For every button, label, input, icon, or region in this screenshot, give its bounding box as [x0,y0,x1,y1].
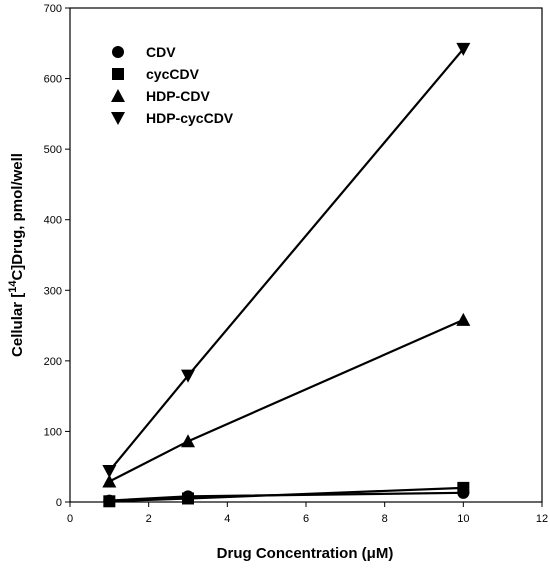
data-point-hdp-cdv [102,474,117,488]
legend-marker-hdp-cdv [111,89,125,102]
y-tick-label: 400 [44,215,62,227]
legend: CDV cycCDV HDP-CDV HDP-cycCDV [111,44,234,126]
y-tick-label: 500 [44,144,62,156]
legend-label-cyccdv: cycCDV [146,66,200,82]
series-hdp-cdv [102,312,471,488]
data-point-cyccdv [182,492,194,505]
legend-label-hdp-cdv: HDP-CDV [146,88,210,104]
legend-label-cdv: CDV [146,44,176,60]
series-layer [102,42,471,508]
data-point-hdp-cdv [181,434,195,448]
legend-marker-hdp-cyccdv [111,112,125,125]
x-tick-label: 8 [382,513,388,525]
data-point-cyccdv [457,481,470,494]
y-tick-label: 100 [44,426,62,438]
series-line-hdp-cdv [108,318,464,483]
y-tick-label: 200 [44,356,62,368]
data-point-cyccdv [103,495,116,508]
legend-label-hdp-cyccdv: HDP-cycCDV [146,110,234,126]
y-axis-title: Cellular [14C]Drug, pmol/well [7,153,26,357]
plot-frame [69,7,543,503]
x-axis-title: Drug Concentration (μM) [217,545,394,562]
y-axis-title-pre: Cellular [ [9,293,26,357]
legend-marker-cyccdv [112,68,124,80]
x-tick-label: 6 [303,513,309,525]
x-tick-label: 2 [146,513,152,525]
series-hdp-cyccdv [102,42,471,478]
x-tick-label: 12 [536,513,548,525]
x-tick-label: 0 [67,513,73,525]
y-axis-title-sup: 14 [7,280,19,293]
y-tick-label: 700 [44,3,62,15]
series-cyccdv [103,481,470,508]
data-point-hdp-cdv [456,312,471,326]
y-tick-label: 600 [44,74,62,86]
data-point-hdp-cyccdv [102,464,117,478]
y-axis-title-post: C]Drug, pmol/well [9,153,26,281]
x-tick-label: 4 [224,513,230,525]
data-point-hdp-cyccdv [456,42,471,56]
legend-marker-cdv [112,46,124,58]
x-tick-label: 10 [457,513,469,525]
y-tick-label: 0 [56,497,62,509]
axes: 0 2 4 6 8 10 12 0 100 200 300 400 500 600 700 [44,3,548,525]
y-tick-label: 300 [44,285,62,297]
data-point-hdp-cyccdv [181,369,195,383]
